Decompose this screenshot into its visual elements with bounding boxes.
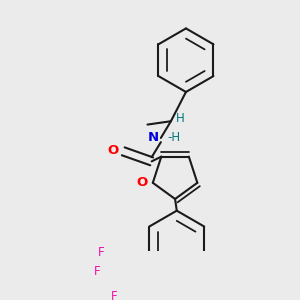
Text: N: N <box>148 131 159 144</box>
Text: O: O <box>136 176 148 189</box>
Text: F: F <box>98 246 104 259</box>
Text: F: F <box>94 265 101 278</box>
Text: O: O <box>108 144 119 157</box>
Text: H: H <box>176 112 185 125</box>
Text: F: F <box>111 290 117 300</box>
Text: -H: -H <box>168 131 181 144</box>
